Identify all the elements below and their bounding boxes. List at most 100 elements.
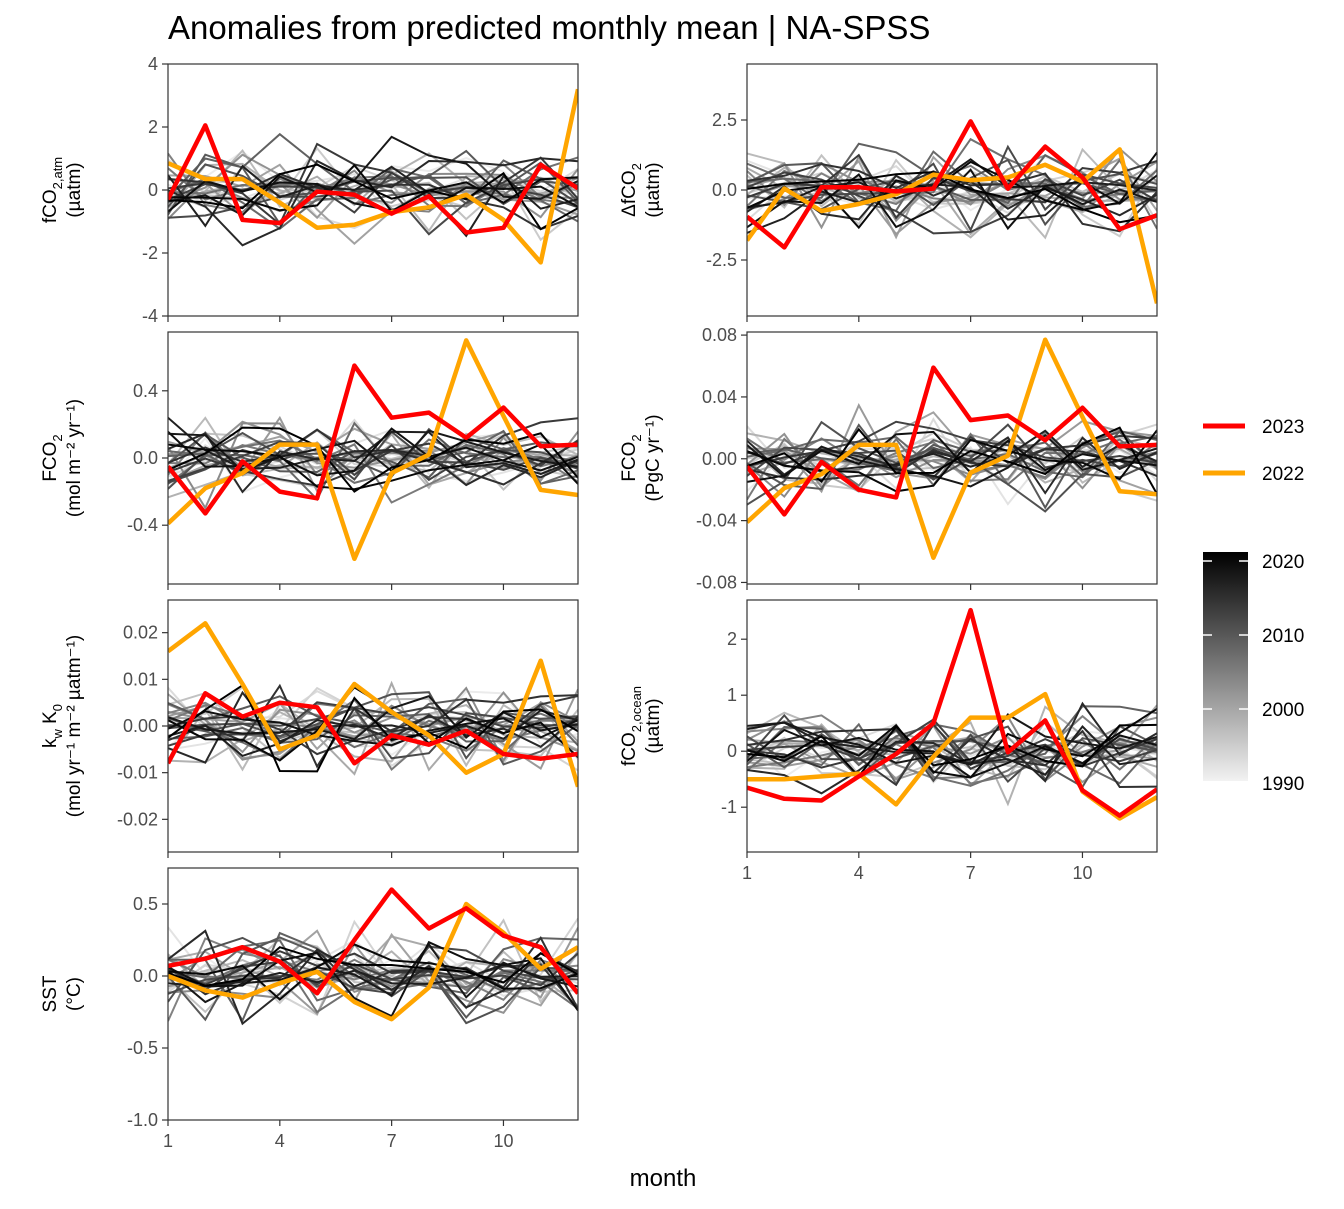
svg-text:fCO2,ocean: fCO2,ocean xyxy=(619,686,644,766)
legend-label-2023: 2023 xyxy=(1262,417,1304,438)
svg-text:(mol m⁻² yr⁻¹): (mol m⁻² yr⁻¹) xyxy=(64,399,85,517)
year-line xyxy=(747,433,1157,488)
year-line xyxy=(168,427,578,490)
y-tick-label: 0 xyxy=(727,741,737,761)
year-line xyxy=(168,691,578,760)
y-axis-label: SST (°C) xyxy=(40,975,85,1012)
colorbar-label-2010: 2010 xyxy=(1262,626,1304,647)
x-tick-label: 1 xyxy=(163,1131,173,1151)
series-line-2022 xyxy=(168,338,578,562)
y-tick-label: 0.00 xyxy=(702,449,737,469)
y-tick-label: -1 xyxy=(721,797,737,817)
y-tick-label: 2 xyxy=(148,117,158,137)
x-tick-label: 10 xyxy=(1072,863,1092,883)
y-tick-label: -0.04 xyxy=(696,511,737,531)
year-line xyxy=(747,701,1157,795)
y-axis-label: kw K0 (mol yr⁻¹ m⁻² µatm⁻¹) xyxy=(40,635,85,817)
year-line xyxy=(747,420,1157,513)
y-axis-label: fCO2,atm (µatm) xyxy=(40,157,85,223)
y-tick-label: -0.01 xyxy=(117,763,158,783)
x-tick-label: 4 xyxy=(275,1131,285,1151)
y-tick-label: -1.0 xyxy=(127,1110,158,1130)
year-line xyxy=(168,701,578,747)
svg-text:FCO2: FCO2 xyxy=(40,434,65,481)
svg-text:(°C): (°C) xyxy=(64,977,85,1011)
series-line-2022 xyxy=(747,147,1157,304)
year-line xyxy=(168,421,578,502)
year-line xyxy=(168,428,578,486)
svg-text:(µatm): (µatm) xyxy=(643,162,664,217)
y-tick-label: -4 xyxy=(142,306,158,326)
x-tick-label: 4 xyxy=(854,863,864,883)
year-line xyxy=(747,722,1157,787)
series-line-2023 xyxy=(168,123,578,235)
panel-fco2atm: -4 -2 0 2 4 fCO2,atm (µatm) xyxy=(40,54,579,326)
panel-border xyxy=(746,599,1158,853)
series-line-2023 xyxy=(168,691,578,766)
y-tick-label: 0 xyxy=(148,180,158,200)
y-tick-label: -2.5 xyxy=(706,250,737,270)
y-tick-label: 0.00 xyxy=(123,716,158,736)
year-line xyxy=(168,946,578,987)
y-tick-label: -2 xyxy=(142,243,158,263)
svg-text:(µatm): (µatm) xyxy=(643,698,664,753)
year-line xyxy=(168,135,578,217)
year-line xyxy=(168,943,578,1001)
series-line-2022 xyxy=(168,621,578,788)
background-year-lines xyxy=(168,132,578,247)
x-axis-label: month xyxy=(630,1165,697,1192)
series-line-2023 xyxy=(168,363,578,516)
colorbar-label-2000: 2000 xyxy=(1262,700,1304,721)
y-tick-label: 0.04 xyxy=(702,387,737,407)
colorbar-label-2020: 2020 xyxy=(1262,552,1304,573)
series-line-2023 xyxy=(747,365,1157,517)
svg-text:fCO2,atm: fCO2,atm xyxy=(40,157,65,223)
year-line xyxy=(168,940,578,1018)
panel-fco2ocean: -1 0 1 2 1 4 7 10 fCO2,ocean (µatm) xyxy=(619,599,1158,883)
svg-text:ΔfCO2: ΔfCO2 xyxy=(619,163,644,217)
year-line xyxy=(168,420,578,486)
series-line-2023 xyxy=(747,607,1157,818)
year-line xyxy=(168,697,578,772)
panel-fco2flux_mol: -0.4 0.0 0.4 FCO2 (mol m⁻² yr⁻¹) xyxy=(40,331,579,590)
x-tick-label: 10 xyxy=(493,1131,513,1151)
series-line-2022 xyxy=(168,901,578,1022)
y-tick-label: 0.0 xyxy=(712,180,737,200)
year-line xyxy=(747,714,1157,780)
year-line xyxy=(747,723,1157,778)
series-line-2023 xyxy=(168,887,578,996)
panel-border xyxy=(746,331,1158,585)
year-line xyxy=(168,707,578,760)
chart-title: Anomalies from predicted monthly mean | … xyxy=(168,9,930,46)
year-line xyxy=(747,153,1157,220)
series-line-2022 xyxy=(747,337,1157,560)
year-line xyxy=(168,695,578,756)
y-axis-label: ΔfCO2 (µatm) xyxy=(619,162,664,217)
year-line xyxy=(168,156,578,205)
year-line xyxy=(747,171,1157,224)
y-tick-label: -0.08 xyxy=(696,572,737,592)
legend-label-2022: 2022 xyxy=(1262,464,1304,485)
year-line xyxy=(168,710,578,747)
y-tick-label: 0.0 xyxy=(133,966,158,986)
y-tick-label: 2 xyxy=(727,629,737,649)
year-line xyxy=(747,171,1157,235)
y-axis-label: fCO2,ocean (µatm) xyxy=(619,686,664,766)
y-axis-label: FCO2 (PgC yr⁻¹) xyxy=(619,414,664,501)
year-line xyxy=(747,150,1157,212)
x-tick-label: 7 xyxy=(387,1131,397,1151)
background-year-lines xyxy=(747,403,1157,513)
background-year-lines xyxy=(168,415,578,511)
year-line xyxy=(747,718,1157,763)
y-tick-label: 4 xyxy=(148,54,158,74)
y-tick-label: -0.4 xyxy=(127,515,158,535)
panel-dfco2: -2.5 0.0 2.5 ΔfCO2 (µatm) xyxy=(619,63,1158,322)
panel-border xyxy=(167,867,579,1121)
year-line xyxy=(747,713,1157,766)
series-line-2023 xyxy=(747,119,1157,250)
year-line xyxy=(168,963,578,988)
svg-text:(mol yr⁻¹ m⁻² µatm⁻¹): (mol yr⁻¹ m⁻² µatm⁻¹) xyxy=(64,635,85,817)
year-line xyxy=(747,728,1157,789)
